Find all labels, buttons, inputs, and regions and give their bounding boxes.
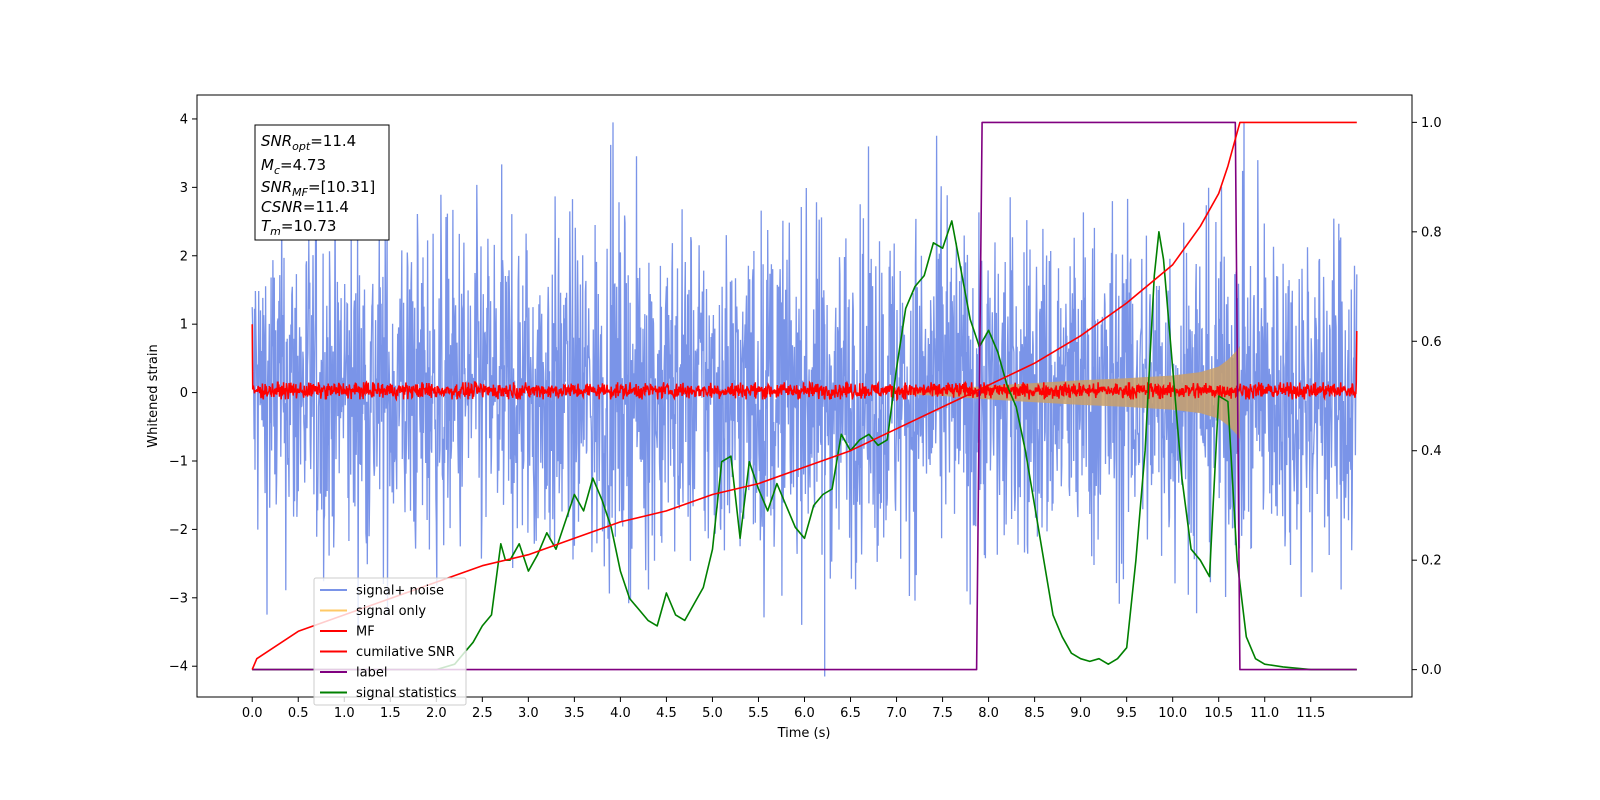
y-tick-label: −3 [169, 591, 188, 606]
csnr-label: CSNR=11.4 [261, 198, 349, 216]
x-tick-label: 5.0 [702, 706, 723, 721]
x-tick-label: 7.5 [932, 706, 953, 721]
x-tick-label: 9.5 [1116, 706, 1137, 721]
y2-tick-label: 0.2 [1421, 554, 1442, 569]
legend-label: signal statistics [356, 686, 457, 701]
series-label [252, 121, 1357, 671]
mc-label: Mc=4.73 [261, 156, 326, 177]
stats-annotation: SNRopt=11.4 Mc=4.73 SNRMF=[10.31] CSNR=1… [254, 124, 390, 241]
x-tick-label: 8.0 [978, 706, 999, 721]
legend-label: signal+ noise [356, 584, 444, 599]
x-tick-label: 0.5 [288, 706, 309, 721]
x-tick-label: 4.5 [656, 706, 677, 721]
y-axis-left: −4 −3 −2 −1 0 1 2 3 4 [169, 112, 197, 675]
x-tick-label: 9.0 [1070, 706, 1091, 721]
legend-label: label [356, 666, 387, 681]
snr-opt-label: SNRopt=11.4 [261, 132, 356, 153]
x-tick-label: 1.5 [380, 706, 401, 721]
x-tick-label: 6.0 [794, 706, 815, 721]
y-axis-label: Whitened strain [146, 344, 161, 447]
x-tick-label: 10.0 [1158, 706, 1187, 721]
y-axis-right: 0.0 0.2 0.4 0.6 0.8 1.0 [1412, 116, 1442, 678]
x-tick-label: 7.0 [886, 706, 907, 721]
series-signal-noise [251, 122, 1358, 677]
legend-label: MF [356, 625, 375, 640]
y2-tick-label: 0.6 [1421, 335, 1442, 350]
x-tick-label: 10.5 [1204, 706, 1233, 721]
series-mf [251, 324, 1358, 402]
y2-tick-label: 1.0 [1421, 116, 1442, 131]
snr-mf-label: SNRMF=[10.31] [261, 178, 375, 199]
y-tick-label: 1 [180, 318, 188, 333]
x-axis: 0.0 0.5 1.0 1.5 2.0 2.5 3.0 3.5 4.0 4.5 5.0 5.5 6.0 6… [242, 697, 1325, 721]
x-tick-label: 8.5 [1024, 706, 1045, 721]
x-tick-label: 1.0 [334, 706, 355, 721]
x-axis-label: Time (s) [777, 726, 831, 741]
legend-label: signal only [356, 604, 426, 619]
y-tick-label: 2 [180, 249, 188, 264]
x-tick-label: 2.5 [472, 706, 493, 721]
y-tick-label: −4 [169, 660, 188, 675]
x-tick-label: 3.0 [518, 706, 539, 721]
y-tick-label: 4 [180, 112, 188, 127]
y-tick-label: −1 [169, 454, 188, 469]
x-tick-label: 3.5 [564, 706, 585, 721]
y-tick-label: 0 [180, 386, 188, 401]
x-tick-label: 0.0 [242, 706, 263, 721]
x-tick-label: 4.0 [610, 706, 631, 721]
legend-label: cumilative SNR [356, 645, 455, 660]
y2-tick-label: 0.4 [1421, 444, 1442, 459]
y2-tick-label: 0.0 [1421, 663, 1442, 678]
y-tick-label: −2 [169, 523, 188, 538]
legend: signal+ noise signal only MF cumilative SNR… [313, 577, 467, 706]
x-tick-label: 6.5 [840, 706, 861, 721]
x-tick-label: 11.0 [1250, 706, 1279, 721]
y-tick-label: 3 [180, 181, 188, 196]
series-signal-statistics [252, 220, 1357, 671]
y2-tick-label: 0.8 [1421, 225, 1442, 240]
x-tick-label: 2.0 [426, 706, 447, 721]
x-tick-label: 11.5 [1296, 706, 1325, 721]
x-tick-label: 5.5 [748, 706, 769, 721]
